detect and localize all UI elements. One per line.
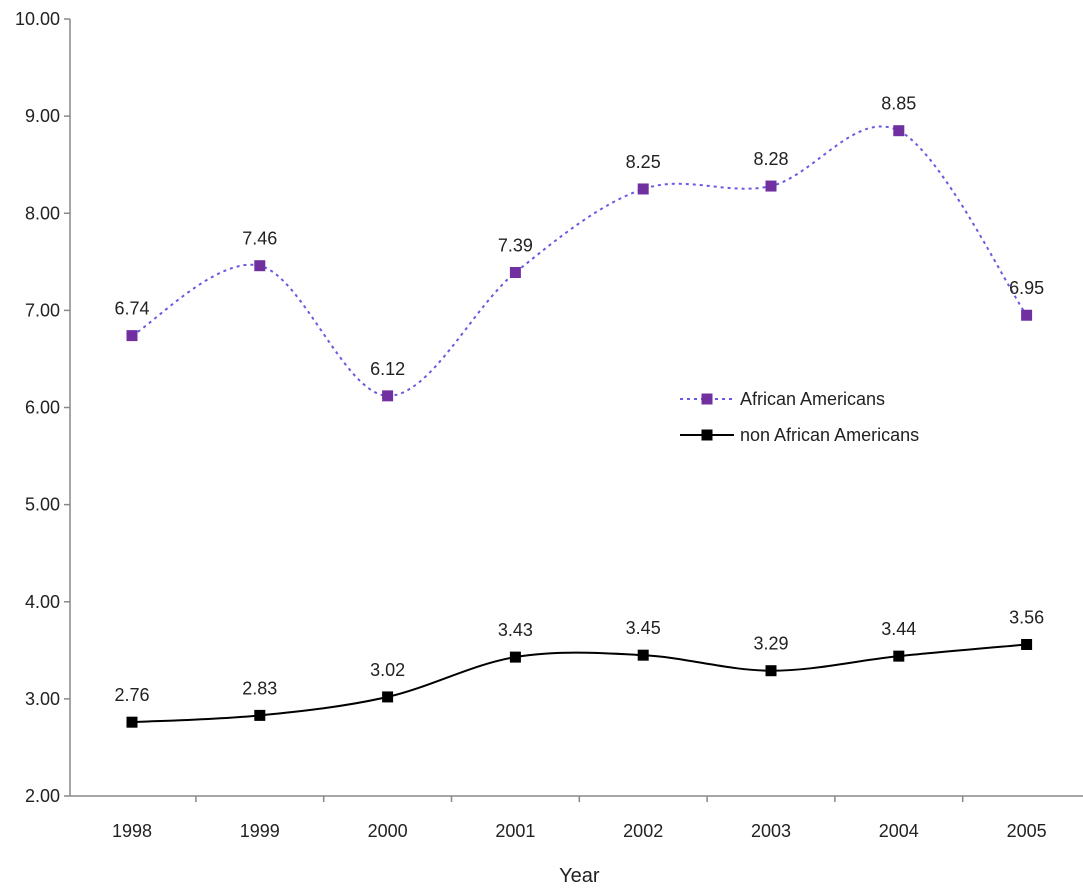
data-label: 7.39 [498, 235, 533, 255]
x-tick-label: 2000 [368, 821, 408, 841]
y-tick-label: 10.00 [15, 9, 60, 29]
data-point-marker [637, 649, 649, 661]
x-tick-label: 2003 [751, 821, 791, 841]
y-tick-label: 2.00 [25, 786, 60, 806]
x-tick-label: 2005 [1007, 821, 1047, 841]
chart-legend: African Americans non African Americans [680, 389, 919, 445]
y-tick-label: 7.00 [25, 300, 60, 320]
y-tick-label: 4.00 [25, 592, 60, 612]
x-tick-label: 2001 [495, 821, 535, 841]
data-point-marker [254, 709, 266, 721]
y-tick-label: 8.00 [25, 203, 60, 223]
data-point-marker [765, 665, 777, 677]
data-point-marker [126, 716, 138, 728]
chart-axes [69, 19, 1083, 797]
data-point-marker [1021, 309, 1033, 321]
data-label: 3.02 [370, 660, 405, 680]
data-point-marker [765, 180, 777, 192]
y-axis-ticks: 2.00 3.00 4.00 5.00 6.00 7.00 8.00 9.00 10.00 [15, 9, 70, 806]
x-tick-label: 1999 [240, 821, 280, 841]
x-axis-title: Year [559, 865, 600, 887]
data-point-marker [509, 266, 521, 278]
data-point-marker [509, 651, 521, 663]
data-point-marker [382, 390, 394, 402]
data-label: 8.28 [753, 149, 788, 169]
y-tick-label: 5.00 [25, 495, 60, 515]
data-label: 6.74 [114, 299, 149, 319]
data-label: 3.44 [881, 619, 916, 639]
y-tick-label: 3.00 [25, 689, 60, 709]
data-point-marker [893, 125, 905, 137]
legend-marker [701, 429, 713, 441]
data-label: 3.43 [498, 620, 533, 640]
data-label: 8.85 [881, 94, 916, 114]
data-label: 3.45 [626, 618, 661, 638]
data-point-marker [1021, 638, 1033, 650]
x-axis-ticks: 1998 1999 2000 2001 2002 2003 2004 2005 [112, 796, 1047, 841]
series-non-african-americans: 2.76 2.83 3.02 3.43 3.45 3.29 3.44 3.56 [114, 607, 1044, 728]
data-point-marker [382, 691, 394, 703]
data-label: 8.25 [626, 152, 661, 172]
x-tick-label: 1998 [112, 821, 152, 841]
x-tick-label: 2002 [623, 821, 663, 841]
legend-marker [701, 393, 713, 405]
series-line [131, 125, 1028, 397]
series-layer: 6.74 7.46 6.12 7.39 8.25 8.28 8.85 6.95 2.76 2.83… [114, 94, 1044, 728]
data-label: 6.12 [370, 359, 405, 379]
data-label: 2.83 [242, 678, 277, 698]
y-tick-label: 9.00 [25, 106, 60, 126]
legend-label: non African Americans [740, 425, 919, 445]
legend-label: African Americans [740, 389, 885, 409]
x-tick-label: 2004 [879, 821, 919, 841]
data-label: 6.95 [1009, 278, 1044, 298]
data-point-marker [126, 330, 138, 342]
data-label: 7.46 [242, 229, 277, 249]
data-point-marker [637, 183, 649, 195]
y-tick-label: 6.00 [25, 398, 60, 418]
data-point-marker [254, 260, 266, 272]
series-african-americans: 6.74 7.46 6.12 7.39 8.25 8.28 8.85 6.95 [114, 94, 1044, 402]
data-label: 2.76 [114, 685, 149, 705]
data-point-marker [893, 650, 905, 662]
data-label: 3.56 [1009, 607, 1044, 627]
data-label: 3.29 [753, 634, 788, 654]
series-line [131, 643, 1027, 724]
